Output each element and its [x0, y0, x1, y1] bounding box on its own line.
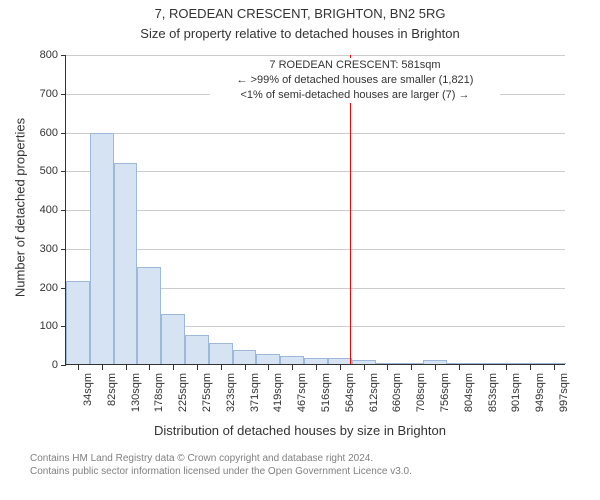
x-axis-label-text: Distribution of detached houses by size …: [154, 423, 446, 438]
annotation-line1: 7 ROEDEAN CRESCENT: 581sqm: [210, 58, 500, 73]
ytick-mark: [61, 171, 66, 172]
histogram-bar: [352, 360, 376, 364]
ytick-mark: [61, 133, 66, 134]
histogram-bar: [90, 133, 114, 364]
histogram-bar: [185, 335, 209, 364]
ytick-label: 0: [18, 359, 58, 371]
ytick-mark: [61, 94, 66, 95]
gridline: [66, 210, 565, 211]
xtick-mark: [78, 365, 79, 370]
xtick-label: 660sqm: [391, 373, 403, 423]
ytick-mark: [61, 55, 66, 56]
attribution-line1: Contains HM Land Registry data © Crown c…: [30, 452, 600, 465]
xtick-label: 612sqm: [368, 373, 380, 423]
annotation-line3: <1% of semi-detached houses are larger (…: [210, 88, 500, 103]
xtick-label: 34sqm: [82, 373, 94, 423]
gridline: [66, 249, 565, 250]
xtick-label: 419sqm: [272, 373, 284, 423]
histogram-bar: [447, 363, 471, 364]
xtick-label: 275sqm: [201, 373, 213, 423]
xtick-mark: [483, 365, 484, 370]
ytick-label: 700: [18, 88, 58, 100]
histogram-bar: [256, 354, 280, 364]
xtick-mark: [268, 365, 269, 370]
xtick-mark: [292, 365, 293, 370]
ytick-label: 400: [18, 204, 58, 216]
xtick-label: 564sqm: [344, 373, 356, 423]
histogram-bar: [518, 363, 542, 364]
chart-subtitle-text: Size of property relative to detached ho…: [140, 26, 459, 41]
xtick-label: 708sqm: [415, 373, 427, 423]
x-axis-label: Distribution of detached houses by size …: [0, 423, 600, 438]
histogram-bar: [137, 267, 161, 364]
ytick-mark: [61, 365, 66, 366]
xtick-mark: [340, 365, 341, 370]
annotation-box: 7 ROEDEAN CRESCENT: 581sqm ← >99% of det…: [210, 58, 500, 103]
xtick-label: 323sqm: [225, 373, 237, 423]
gridline: [66, 55, 565, 56]
xtick-mark: [126, 365, 127, 370]
xtick-mark: [102, 365, 103, 370]
histogram-bar: [66, 281, 90, 364]
xtick-mark: [435, 365, 436, 370]
histogram-bar: [328, 358, 352, 364]
xtick-mark: [149, 365, 150, 370]
xtick-label: 997sqm: [558, 373, 570, 423]
xtick-label: 225sqm: [177, 373, 189, 423]
gridline: [66, 171, 565, 172]
histogram-bar: [376, 363, 400, 364]
ytick-label: 100: [18, 320, 58, 332]
attribution: Contains HM Land Registry data © Crown c…: [0, 452, 600, 478]
xtick-label: 371sqm: [249, 373, 261, 423]
xtick-mark: [173, 365, 174, 370]
xtick-mark: [316, 365, 317, 370]
chart-subtitle: Size of property relative to detached ho…: [0, 26, 600, 41]
ytick-mark: [61, 210, 66, 211]
ytick-mark: [61, 249, 66, 250]
histogram-bar: [233, 350, 257, 364]
xtick-mark: [245, 365, 246, 370]
histogram-bar: [423, 360, 447, 364]
chart-title-text: 7, ROEDEAN CRESCENT, BRIGHTON, BN2 5RG: [155, 6, 446, 21]
histogram-bar: [542, 363, 566, 364]
xtick-mark: [364, 365, 365, 370]
histogram-bar: [399, 363, 423, 364]
histogram-bar: [471, 363, 495, 364]
xtick-mark: [221, 365, 222, 370]
xtick-label: 756sqm: [439, 373, 451, 423]
xtick-mark: [459, 365, 460, 370]
xtick-mark: [530, 365, 531, 370]
histogram-bar: [209, 343, 233, 364]
xtick-mark: [197, 365, 198, 370]
xtick-label: 467sqm: [296, 373, 308, 423]
xtick-label: 901sqm: [510, 373, 522, 423]
ytick-label: 800: [18, 49, 58, 61]
xtick-label: 853sqm: [487, 373, 499, 423]
histogram-bar: [114, 163, 138, 365]
xtick-label: 178sqm: [153, 373, 165, 423]
xtick-mark: [554, 365, 555, 370]
chart-title: 7, ROEDEAN CRESCENT, BRIGHTON, BN2 5RG: [0, 6, 600, 21]
xtick-label: 82sqm: [106, 373, 118, 423]
property-size-chart: 7, ROEDEAN CRESCENT, BRIGHTON, BN2 5RG S…: [0, 0, 600, 500]
ytick-label: 500: [18, 165, 58, 177]
xtick-label: 804sqm: [463, 373, 475, 423]
ytick-label: 200: [18, 282, 58, 294]
xtick-label: 130sqm: [130, 373, 142, 423]
attribution-line2: Contains public sector information licen…: [30, 465, 600, 478]
histogram-bar: [304, 358, 328, 364]
ytick-label: 300: [18, 243, 58, 255]
histogram-bar: [161, 314, 185, 364]
histogram-bar: [495, 363, 519, 364]
gridline: [66, 133, 565, 134]
xtick-label: 949sqm: [534, 373, 546, 423]
xtick-label: 516sqm: [320, 373, 332, 423]
histogram-bar: [280, 356, 304, 364]
ytick-label: 600: [18, 127, 58, 139]
annotation-line2: ← >99% of detached houses are smaller (1…: [210, 73, 500, 88]
xtick-mark: [411, 365, 412, 370]
xtick-mark: [387, 365, 388, 370]
xtick-mark: [506, 365, 507, 370]
